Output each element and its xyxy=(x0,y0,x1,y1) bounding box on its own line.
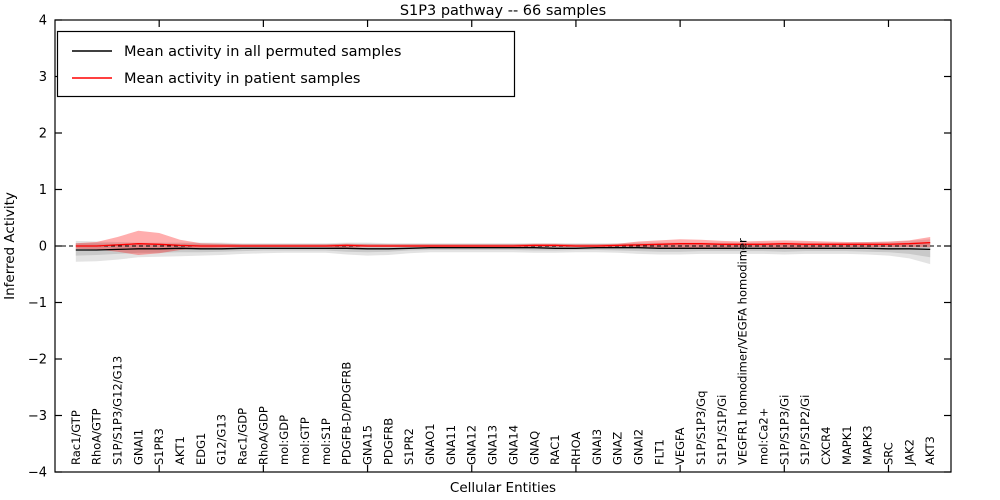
x-category-label: GNAI1 xyxy=(131,429,145,465)
band-patient-std xyxy=(75,230,931,255)
y-tick-label: 3 xyxy=(39,70,47,85)
x-category-label: S1PR2 xyxy=(402,428,416,465)
legend-box xyxy=(56,30,516,98)
tick-labels-layer: −4 −3 −2 −1 0 1 2 3 4 Rac1/GTP RhoA/GTP S1P/S1P3/G1… xyxy=(28,14,937,481)
x-category-label: FLT1 xyxy=(652,439,666,465)
x-category-label: GNAQ xyxy=(527,431,541,465)
chart-title: S1P3 pathway -- 66 samples xyxy=(400,3,606,19)
legend: Mean activity in all permuted samples Me… xyxy=(56,30,516,98)
y-tick-label: −4 xyxy=(28,466,47,481)
x-category-label: AKT1 xyxy=(173,436,187,465)
axes-layer xyxy=(54,19,952,473)
y-tick-label: −2 xyxy=(28,353,47,368)
x-category-label: SRC xyxy=(882,442,896,465)
y-tick-label: 1 xyxy=(39,183,47,198)
x-category-label: VEGFR1 homodimer/VEGFA homodimer xyxy=(736,238,750,465)
legend-label-permuted: Mean activity in all permuted samples xyxy=(124,44,401,60)
x-category-label: Rac1/GDP xyxy=(236,408,250,465)
legend-label-patient: Mean activity in patient samples xyxy=(124,71,360,87)
x-category-label: RAC1 xyxy=(548,434,562,465)
x-category-label: AKT3 xyxy=(923,436,937,465)
x-category-label: MAPK1 xyxy=(840,425,854,465)
x-category-label: G12/G13 xyxy=(215,414,229,465)
x-category-label: S1PR3 xyxy=(152,428,166,465)
x-category-label: GNA11 xyxy=(444,425,458,465)
y-tick-label: 0 xyxy=(39,240,47,255)
x-category-label: VEGFA xyxy=(673,427,687,465)
y-tick-label: 4 xyxy=(39,14,47,29)
x-category-label: GNAI2 xyxy=(631,429,645,465)
x-category-label: PDGFRB xyxy=(381,418,395,465)
x-category-label: mol:Ca2+ xyxy=(757,408,771,465)
x-category-label: GNA13 xyxy=(486,425,500,465)
x-category-label: EDG1 xyxy=(194,433,208,465)
x-category-label: RhoA/GTP xyxy=(90,408,104,465)
x-category-label: RHOA xyxy=(569,432,583,465)
x-category-label: PDGFB-D/PDGFRB xyxy=(340,362,354,465)
x-category-label: GNA14 xyxy=(506,425,520,465)
x-category-label: S1P/S1P3/G12/G13 xyxy=(111,356,125,465)
x-category-label: GNA15 xyxy=(361,425,375,465)
y-tick-label: −3 xyxy=(28,409,47,424)
x-category-label: GNAZ xyxy=(611,432,625,465)
x-category-label: mol:S1P xyxy=(319,418,333,465)
x-category-label: S1P/S1P3/Gq xyxy=(694,391,708,465)
x-category-label: GNAO1 xyxy=(423,423,437,465)
x-category-label: GNAI3 xyxy=(590,429,604,465)
x-category-label: CXCR4 xyxy=(819,427,833,465)
x-category-label: S1P/S1P3/Gi xyxy=(777,395,791,465)
x-category-label: S1P1/S1P/Gi xyxy=(715,395,729,465)
y-tick-label: −1 xyxy=(28,296,47,311)
x-category-label: Rac1/GTP xyxy=(69,410,83,465)
x-category-label: JAK2 xyxy=(902,439,916,466)
y-axis-label: Inferred Activity xyxy=(2,192,18,300)
series-line-permuted xyxy=(75,247,931,251)
x-category-label: RhoA/GDP xyxy=(256,406,270,465)
x-axis-label: Cellular Entities xyxy=(450,480,556,496)
x-category-label: mol:GTP xyxy=(298,417,312,465)
series-line-patient xyxy=(75,241,931,247)
x-category-label: mol:GDP xyxy=(277,415,291,465)
x-category-label: S1P/S1P2/Gi xyxy=(798,395,812,465)
y-tick-label: 2 xyxy=(39,127,47,142)
lines-layer xyxy=(55,241,951,251)
x-category-label: GNA12 xyxy=(465,425,479,465)
x-category-label: MAPK3 xyxy=(861,425,875,465)
